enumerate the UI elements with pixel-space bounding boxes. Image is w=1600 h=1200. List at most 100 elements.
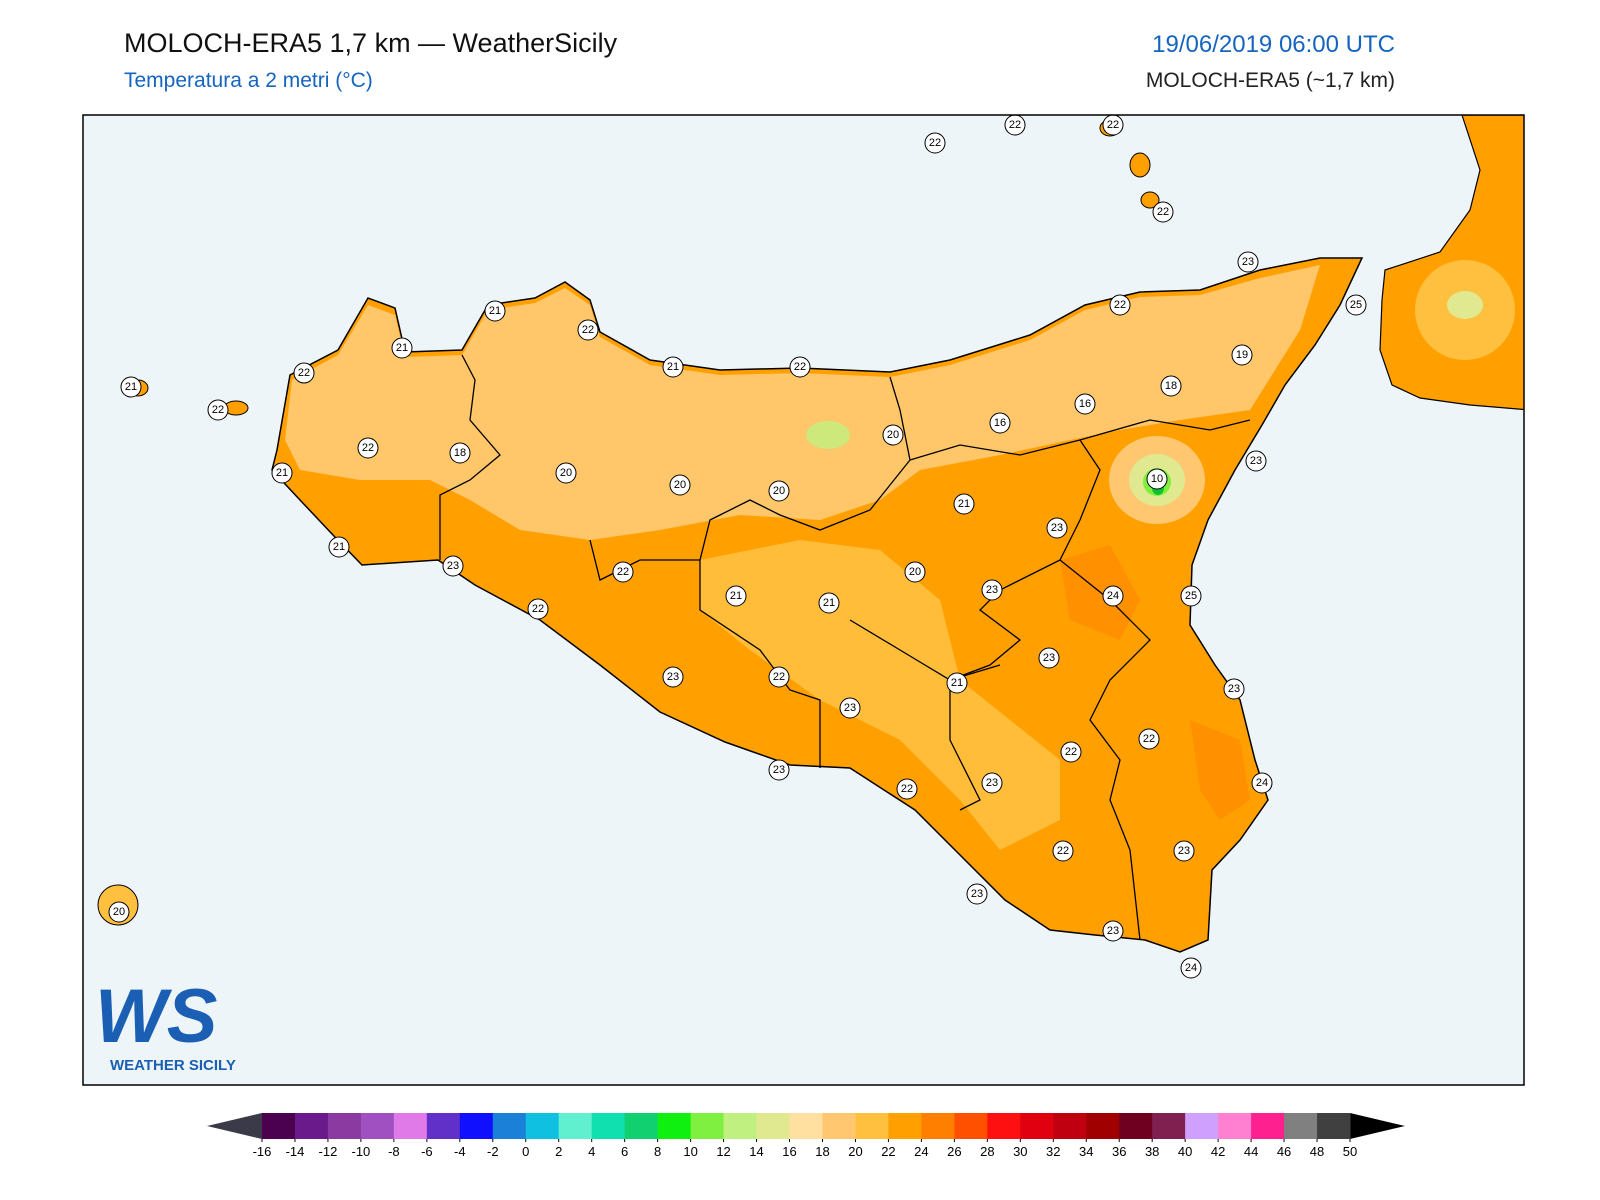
colorbar-tick-label: 20 xyxy=(848,1144,862,1159)
temperature-label: 23 xyxy=(1046,517,1068,539)
label-badge xyxy=(882,424,904,446)
label-text: 24 xyxy=(1185,962,1197,974)
colorbar-segment xyxy=(921,1113,955,1139)
label-badge xyxy=(1345,294,1367,316)
label-text: 22 xyxy=(298,367,310,379)
label-badge xyxy=(391,337,413,359)
label-badge xyxy=(1004,115,1026,136)
label-text: 21 xyxy=(951,677,963,689)
label-text: 22 xyxy=(1107,119,1119,131)
colorbar-tick-label: 8 xyxy=(654,1144,661,1159)
colorbar-tick-label: 48 xyxy=(1310,1144,1324,1159)
temperature-label: 23 xyxy=(839,697,861,719)
temperature-label: 23 xyxy=(981,579,1003,601)
label-text: 22 xyxy=(1009,119,1021,131)
colorbar-segment xyxy=(756,1113,791,1139)
colorbar-tick-label: 46 xyxy=(1277,1144,1291,1159)
colorbar-under xyxy=(207,1113,262,1139)
label-badge xyxy=(662,666,684,688)
label-text: 22 xyxy=(1157,206,1169,218)
label-badge xyxy=(120,376,142,398)
temperature-label: 21 xyxy=(484,300,506,322)
colorbar-tick-label: 32 xyxy=(1046,1144,1060,1159)
temperature-label: 16 xyxy=(989,412,1011,434)
label-badge xyxy=(1109,294,1131,316)
colorbar-segment xyxy=(262,1113,296,1139)
label-badge xyxy=(1102,920,1124,942)
label-badge xyxy=(725,585,747,607)
label-text: 23 xyxy=(1043,652,1055,664)
label-badge xyxy=(1180,585,1202,607)
label-badge xyxy=(1060,741,1082,763)
map-frame xyxy=(82,114,1525,1086)
label-text: 23 xyxy=(1250,455,1262,467)
map: 22 22 22 22 23 25 22 19 18 16 16 10 23 21 22 21 22 21 22 21… xyxy=(82,114,1525,1086)
label-badge xyxy=(818,592,840,614)
label-badge xyxy=(1152,201,1174,223)
colorbar-segment xyxy=(294,1113,329,1139)
colorbar-tick-label: 2 xyxy=(555,1144,562,1159)
label-text: 16 xyxy=(1079,398,1091,410)
label-text: 22 xyxy=(212,404,224,416)
colorbar-segment xyxy=(1251,1113,1285,1139)
temperature-area xyxy=(806,421,850,449)
label-text: 21 xyxy=(333,541,345,553)
temperature-label: 22 xyxy=(1152,201,1174,223)
temperature-label: 22 xyxy=(1138,728,1160,750)
label-text: 21 xyxy=(730,590,742,602)
label-text: 23 xyxy=(447,560,459,572)
temperature-label: 22 xyxy=(896,778,918,800)
label-text: 23 xyxy=(986,777,998,789)
colorbar-tick-label: 44 xyxy=(1244,1144,1258,1159)
colorbar-segment xyxy=(525,1113,560,1139)
label-badge xyxy=(1231,344,1253,366)
temperature-label: 21 xyxy=(391,337,413,359)
label-text: 22 xyxy=(901,783,913,795)
temperature-label: 22 xyxy=(1109,294,1131,316)
colorbar-tick-label: 34 xyxy=(1079,1144,1093,1159)
label-badge xyxy=(449,442,471,464)
label-badge xyxy=(924,132,946,154)
label-badge xyxy=(981,772,1003,794)
label-text: 20 xyxy=(674,479,686,491)
label-badge xyxy=(669,474,691,496)
colorbar-tick-label: -6 xyxy=(421,1144,433,1159)
colorbar: -16 -14 -12 -10 -8 -6 -4 -2 0 2 4 6 8 10 12 14 16 18 20 22 2… xyxy=(207,1113,1405,1159)
label-text: 18 xyxy=(1165,380,1177,392)
label-badge xyxy=(1074,393,1096,415)
label-badge xyxy=(293,362,315,384)
label-text: 16 xyxy=(994,417,1006,429)
temperature-label: 22 xyxy=(1004,115,1026,136)
label-text: 22 xyxy=(773,671,785,683)
label-badge xyxy=(484,300,506,322)
label-text: 20 xyxy=(773,485,785,497)
label-text: 23 xyxy=(773,764,785,776)
colorbar-segment xyxy=(1053,1113,1087,1139)
colorbar-segment xyxy=(657,1113,692,1139)
label-badge xyxy=(839,697,861,719)
colorbar-tick-label: 4 xyxy=(588,1144,595,1159)
label-badge xyxy=(1102,115,1124,136)
label-badge xyxy=(1180,957,1202,979)
label-text: 19 xyxy=(1236,349,1248,361)
title: MOLOCH-ERA5 1,7 km — WeatherSicily xyxy=(124,28,618,58)
colorbar-tick-label: 16 xyxy=(782,1144,796,1159)
temperature-label: 20 xyxy=(108,901,130,923)
logo-name: WEATHER SICILY xyxy=(110,1057,236,1074)
colorbar-segment xyxy=(393,1113,428,1139)
colorbar-tick-label: -2 xyxy=(487,1144,499,1159)
label-text: 23 xyxy=(1051,522,1063,534)
label-text: 23 xyxy=(986,584,998,596)
colorbar-tick-label: 50 xyxy=(1343,1144,1357,1159)
colorbar-segment xyxy=(624,1113,659,1139)
model: MOLOCH-ERA5 (~1,7 km) xyxy=(1146,69,1395,92)
temperature-label: 21 xyxy=(953,493,975,515)
colorbar-segment xyxy=(426,1113,461,1139)
label-text: 18 xyxy=(454,447,466,459)
temperature-label: 22 xyxy=(924,132,946,154)
label-badge xyxy=(946,672,968,694)
label-badge xyxy=(789,356,811,378)
temperature-label: 20 xyxy=(555,462,577,484)
label-badge xyxy=(328,536,350,558)
colorbar-segment xyxy=(1218,1113,1252,1139)
